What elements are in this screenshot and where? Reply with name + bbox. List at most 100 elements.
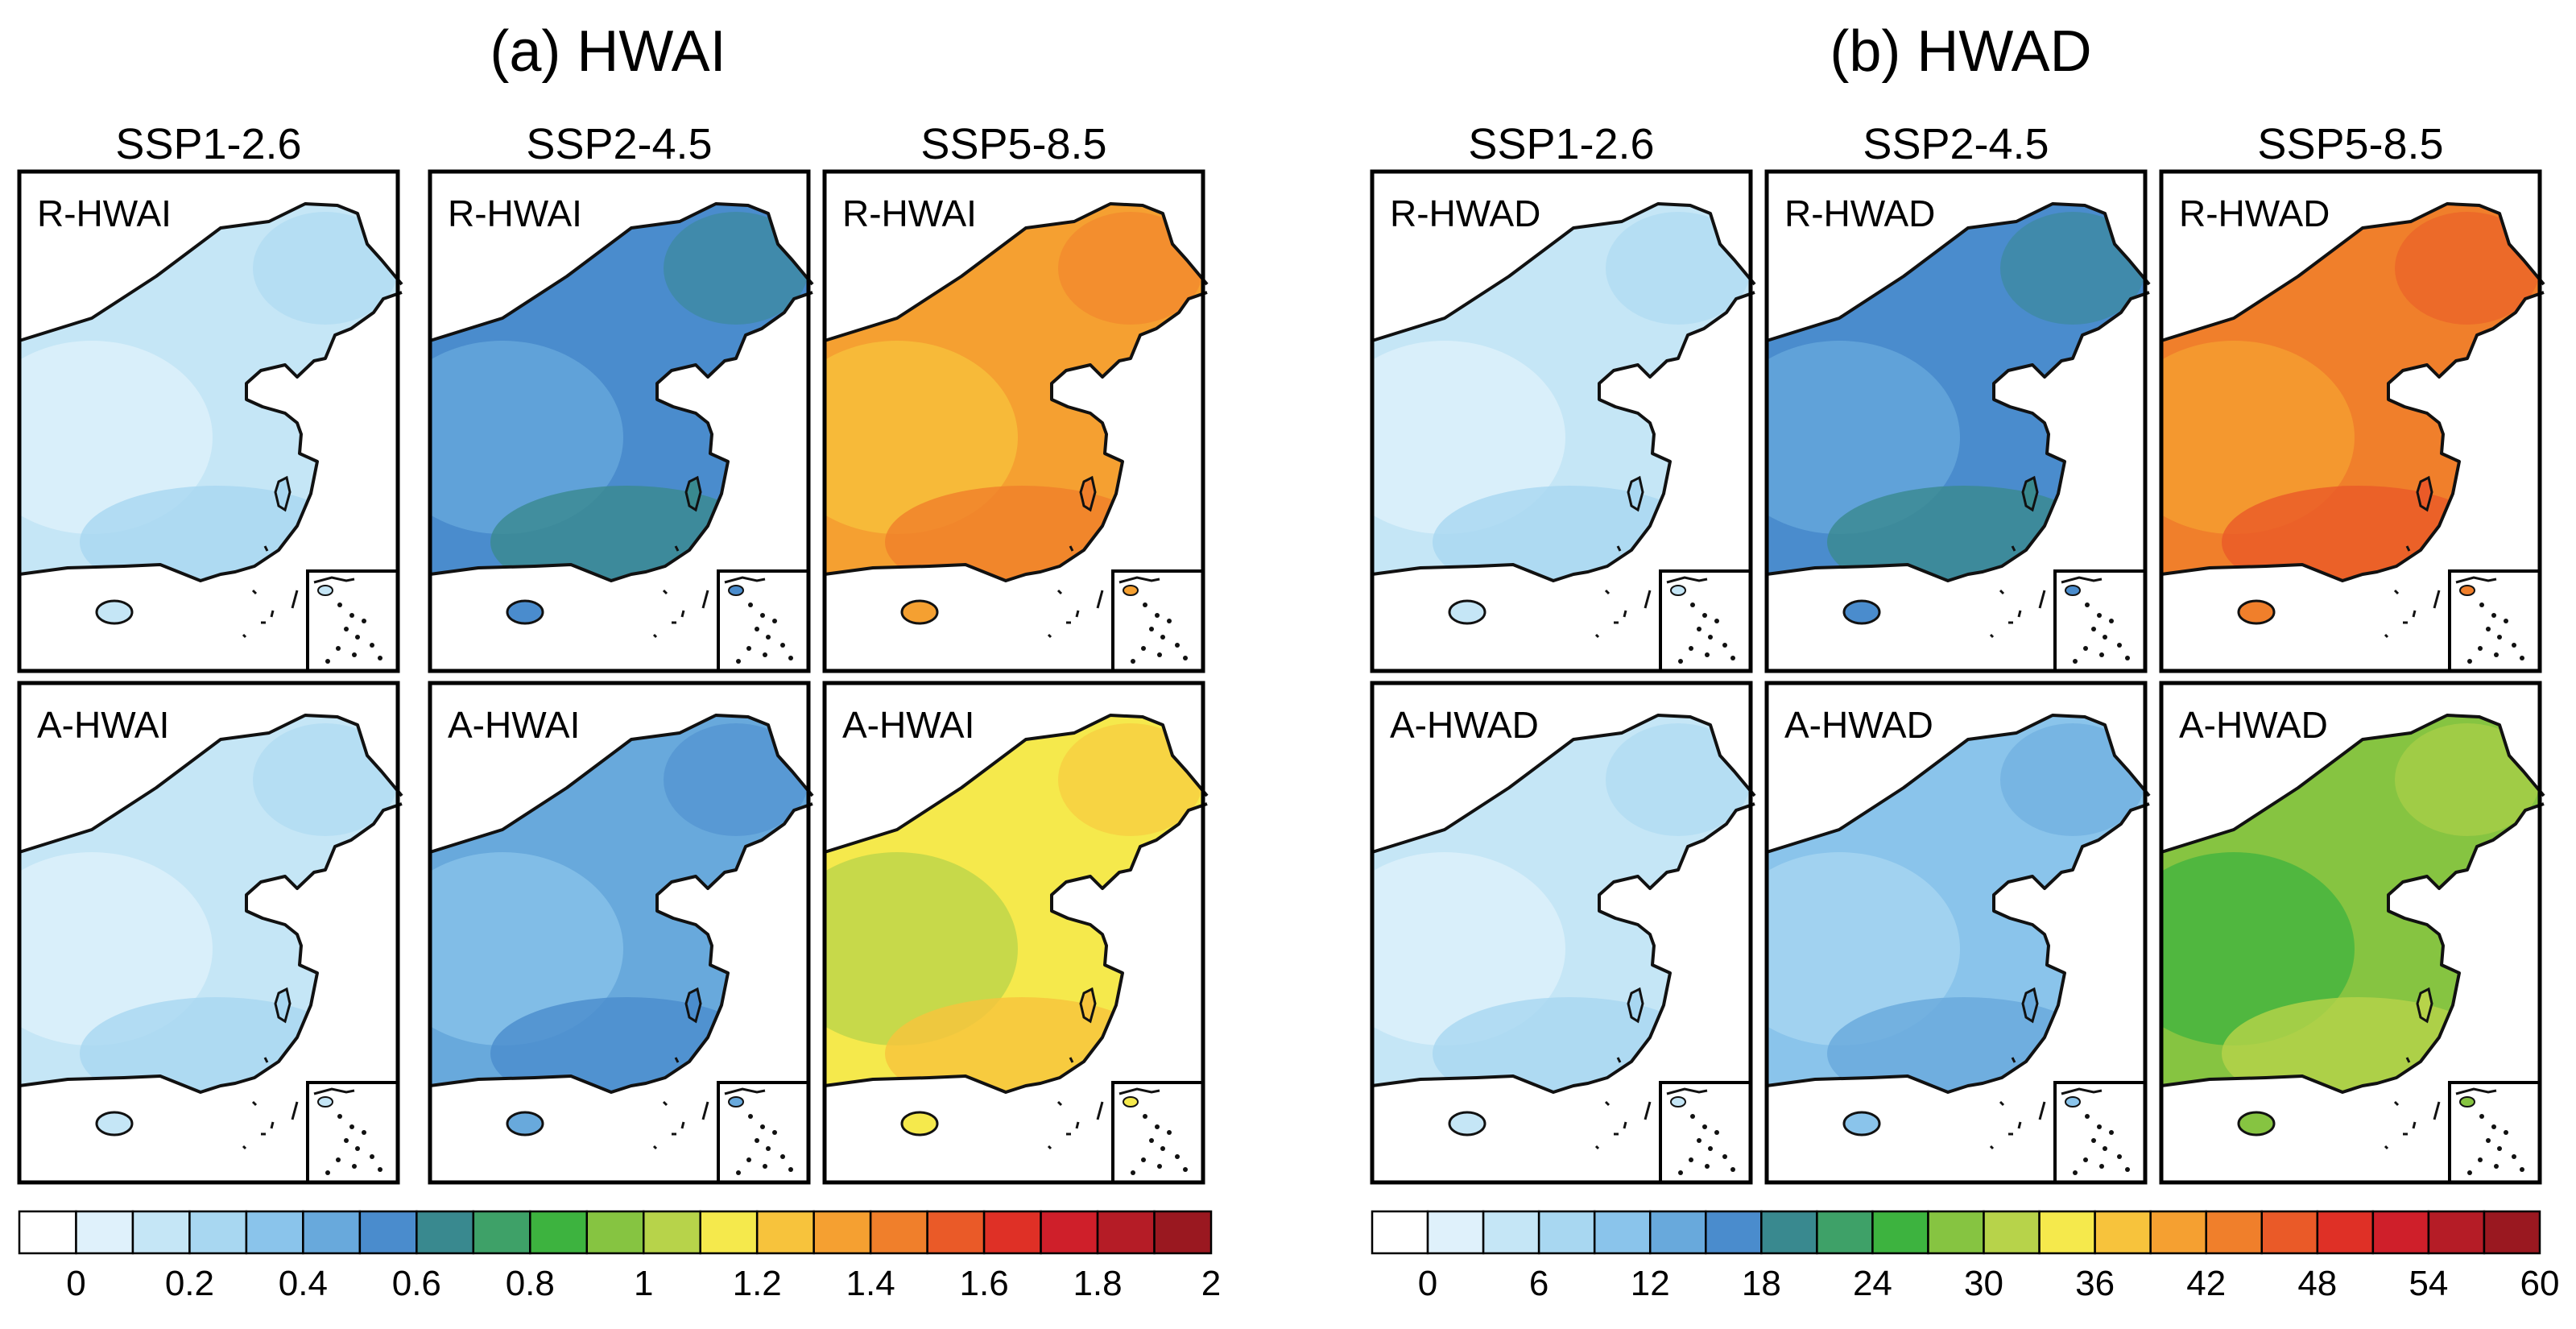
inset-island — [736, 1170, 741, 1175]
hainan-island — [900, 1111, 939, 1136]
land-low-region — [825, 852, 1018, 1045]
panel-label: R-HWAI — [37, 193, 172, 234]
taiwan-island — [274, 987, 292, 1024]
colorbar-hwai: 0 0.2 0.4 0.6 0.8 1 1.2 1.4 1.6 1.8 2 — [18, 1210, 1221, 1303]
land-low-region — [1767, 341, 1960, 534]
colorbar-swatch — [472, 1210, 531, 1255]
small-island — [680, 1121, 685, 1129]
inset-island — [788, 656, 793, 660]
colorbar-tick-label: 42 — [2186, 1264, 2226, 1303]
panel-label: R-HWAD — [1784, 193, 1935, 234]
south-china-sea-inset — [2448, 569, 2541, 673]
small-island — [1056, 1100, 1063, 1107]
south-china-sea-inset — [2448, 1081, 2541, 1184]
inset-hainan — [1123, 1096, 1139, 1108]
inset-island — [1702, 613, 1707, 618]
colorbar-swatch — [1482, 1210, 1540, 1255]
south-china-sea-inset — [717, 569, 810, 673]
small-island — [242, 633, 247, 639]
colorbar-swatch — [1927, 1210, 1985, 1255]
inset-island — [1678, 1170, 1683, 1175]
inset-hainan — [1670, 585, 1686, 596]
small-island — [2384, 633, 2389, 639]
small-island — [2412, 610, 2417, 618]
map-panel: R-HWAD — [1764, 169, 2151, 673]
land-northeast-region — [253, 723, 398, 836]
colorbar-tick-label: 12 — [1631, 1264, 1670, 1303]
taiwan-island — [1079, 475, 1097, 512]
inset-coast — [2061, 1087, 2103, 1095]
land-northeast-region — [1058, 723, 1203, 836]
colorbar-swatch — [1648, 1210, 1707, 1255]
small-island — [674, 545, 680, 552]
inset-coast — [313, 576, 355, 584]
coastline — [19, 202, 403, 582]
land-low-region — [825, 341, 1018, 534]
colorbar-swatch — [2483, 1210, 2541, 1255]
map-panel: R-HWAD — [2159, 169, 2545, 673]
panel-label: R-HWAD — [1390, 193, 1540, 234]
colorbar-tick-label: 60 — [2520, 1264, 2560, 1303]
inset-island — [1160, 635, 1165, 640]
coastline — [2160, 714, 2545, 1094]
inset-island — [325, 1170, 330, 1175]
inset-island — [2097, 613, 2102, 618]
inset-island — [2091, 1138, 2096, 1143]
inset-island — [755, 1138, 759, 1143]
small-island — [1056, 589, 1063, 595]
colorbar-tick-label: 2 — [1201, 1264, 1221, 1303]
small-island — [652, 633, 658, 639]
scenario-title: SSP2-4.5 — [1863, 120, 2049, 168]
small-island — [662, 589, 668, 595]
inset-island — [337, 1114, 342, 1119]
inset-island — [772, 619, 777, 623]
hainan-island — [1448, 599, 1486, 625]
colorbar-swatch — [529, 1210, 589, 1255]
colorbar-swatch — [1537, 1210, 1596, 1255]
colorbar-swatch — [699, 1210, 759, 1255]
colorbar-swatch — [1096, 1210, 1156, 1255]
inset-island — [370, 643, 374, 648]
small-island — [1096, 1101, 1104, 1120]
colorbar-tick-label: 0 — [1418, 1264, 1437, 1303]
inset-island — [2103, 635, 2107, 640]
inset-island — [780, 1154, 785, 1159]
land-northeast-region — [1606, 723, 1751, 836]
inset-island — [1155, 1124, 1160, 1129]
inset-island — [2512, 643, 2516, 648]
inset-island — [2073, 659, 2078, 664]
colorbar-tick-label: 1.4 — [846, 1264, 895, 1303]
small-island — [291, 590, 299, 609]
hainan-island — [2237, 599, 2276, 625]
small-island — [2038, 590, 2046, 609]
inset-island — [2083, 646, 2088, 651]
scenario-title: SSP1-2.6 — [115, 120, 301, 168]
small-island — [1623, 1121, 1627, 1129]
coastline — [19, 714, 403, 1094]
land-low-region — [430, 341, 623, 534]
panel-label: A-HWAD — [1784, 704, 1933, 746]
inset-island — [2497, 1146, 2502, 1151]
inset-island — [736, 659, 741, 664]
inset-island — [2512, 1154, 2516, 1159]
inset-island — [2099, 652, 2104, 657]
small-island — [652, 1145, 658, 1150]
colorbar-swatch — [1371, 1210, 1429, 1255]
taiwan-island — [2416, 475, 2433, 512]
panel-frame — [428, 681, 811, 1185]
inset-island — [1714, 619, 1719, 623]
inset-hainan — [1670, 1096, 1686, 1108]
inset-coast — [1118, 576, 1160, 584]
inset-island — [748, 602, 753, 607]
hainan-island — [1842, 1111, 1881, 1136]
panel-label: A-HWAI — [448, 704, 580, 746]
colorbar-swatch — [1593, 1210, 1652, 1255]
coastline — [1766, 202, 2151, 582]
map-panel: R-HWAI — [17, 169, 403, 673]
inset-island — [746, 1157, 751, 1162]
inset-coast — [724, 1087, 766, 1095]
taiwan-island — [1627, 475, 1644, 512]
inset-island — [355, 1146, 360, 1151]
land-northeast-region — [1606, 212, 1751, 325]
hainan-island — [2237, 1111, 2276, 1136]
